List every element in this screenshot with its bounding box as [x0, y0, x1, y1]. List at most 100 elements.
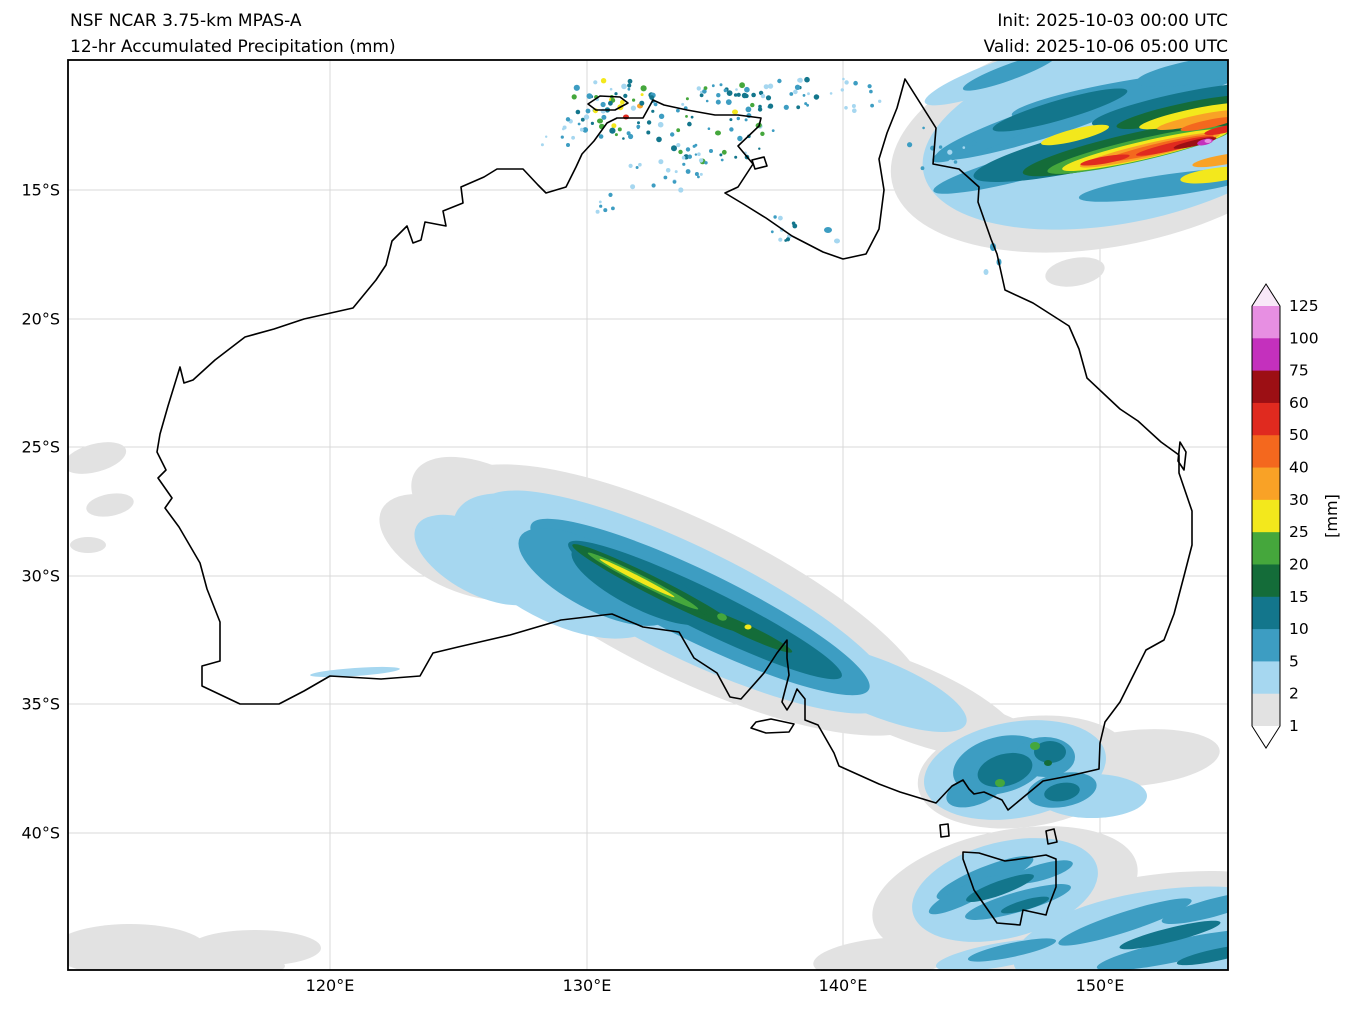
precip-cell: [736, 116, 740, 121]
coastline: [1177, 441, 1187, 471]
precip-blob: [717, 613, 727, 621]
precip-cell: [699, 93, 704, 98]
precip-cell: [705, 99, 709, 103]
precip-cell: [719, 83, 723, 87]
precip-cell: [676, 108, 680, 113]
precip-cell: [586, 93, 593, 99]
lon-tick-label: 130°E: [563, 976, 612, 995]
precip-blob: [599, 558, 675, 598]
precip-blob: [310, 666, 400, 678]
precip-cell: [709, 149, 713, 153]
precip-cell: [600, 78, 607, 84]
precip-cell: [656, 136, 662, 143]
precip-cell: [745, 106, 752, 113]
precip-cell: [741, 92, 748, 99]
precip-cell: [721, 149, 727, 155]
precip-cell: [922, 126, 925, 130]
precip-cell: [657, 121, 664, 128]
coastline: [750, 718, 795, 734]
colorbar-arrow-bottom: [1252, 726, 1280, 749]
precip-cell: [962, 146, 966, 149]
precip-cell: [737, 135, 743, 142]
precip-cell: [635, 166, 639, 169]
precip-blob: [983, 269, 989, 275]
precip-cell: [681, 155, 686, 160]
colorbar-tick-label: 15: [1289, 588, 1309, 606]
precip-cell: [685, 97, 689, 101]
coastline: [751, 156, 768, 170]
precip-cell: [739, 82, 745, 89]
precip-cell: [711, 84, 715, 88]
precip-cell: [707, 127, 711, 130]
precip-cell: [608, 100, 613, 106]
precip-cell: [804, 102, 808, 106]
precip-cell: [622, 137, 625, 140]
precip-cell: [792, 223, 798, 229]
precip-blob: [995, 779, 1005, 787]
precip-cell: [603, 208, 608, 213]
precip-cell: [627, 83, 632, 88]
precip-cell: [829, 92, 833, 95]
map-frame: [67, 59, 1229, 971]
precip-blob: [1041, 124, 1109, 146]
precip-cell: [685, 115, 688, 118]
precip-cell: [580, 117, 585, 122]
precip-cell: [640, 85, 647, 92]
precip-cell: [702, 89, 707, 94]
precip-cell: [687, 154, 692, 159]
precip-blob: [1176, 944, 1228, 966]
precip-blob: [1096, 929, 1228, 970]
precip-cell: [953, 160, 958, 164]
precip-cell: [703, 86, 708, 90]
colorbar-tick-label: 5: [1289, 652, 1299, 670]
precip-cell: [744, 118, 748, 122]
precip-cell: [765, 95, 772, 101]
colorbar-tick-label: 10: [1289, 620, 1309, 638]
precip-cell: [598, 134, 604, 139]
precip-cell: [678, 149, 683, 155]
precip-cell: [768, 103, 774, 109]
precip-cell: [760, 93, 766, 99]
precip-blob: [824, 227, 832, 233]
precip-blob: [966, 874, 1034, 902]
coastline: [1045, 828, 1058, 845]
precip-cell: [736, 92, 741, 97]
precip-cell: [685, 147, 691, 152]
precip-cell: [658, 113, 665, 120]
precip-blob: [414, 514, 546, 606]
precip-blob: [1192, 152, 1228, 168]
lat-tick-label: 15°S: [21, 181, 60, 200]
precip-blob: [1044, 760, 1052, 766]
precip-blob: [967, 938, 1057, 962]
precip-cell: [646, 130, 651, 135]
precip-blob: [597, 118, 603, 124]
time-block: Init: 2025-10-03 00:00 UTC Valid: 2025-1…: [984, 8, 1228, 60]
lon-tick-label: 140°E: [819, 976, 868, 995]
precip-cell: [600, 101, 606, 108]
precip-cell: [744, 86, 750, 93]
precip-blob: [1156, 109, 1228, 131]
colorbar-segment: [1252, 499, 1280, 533]
precip-blob: [86, 493, 134, 517]
colorbar-tick-label: 125: [1289, 297, 1319, 315]
precip-cell: [758, 90, 764, 96]
precip-cell: [663, 175, 668, 180]
precip-blob: [1000, 896, 1050, 914]
lat-tick-label: 30°S: [21, 567, 60, 586]
precip-cell: [694, 143, 698, 147]
precip-blob: [70, 537, 106, 553]
precip-cell: [971, 132, 977, 138]
precip-cell: [750, 102, 755, 108]
precip-cell: [632, 98, 636, 102]
precip-cell: [789, 92, 794, 96]
precip-cell: [674, 170, 678, 174]
precip-cell: [758, 147, 761, 150]
precip-cell: [807, 92, 810, 96]
precip-cell: [802, 94, 806, 97]
precip-cell: [566, 143, 570, 147]
precip-cell: [601, 114, 607, 120]
precip-cell: [585, 108, 591, 114]
colorbar-segment: [1252, 532, 1280, 566]
precip-blob: [1204, 124, 1228, 136]
precip-cell: [907, 142, 913, 148]
